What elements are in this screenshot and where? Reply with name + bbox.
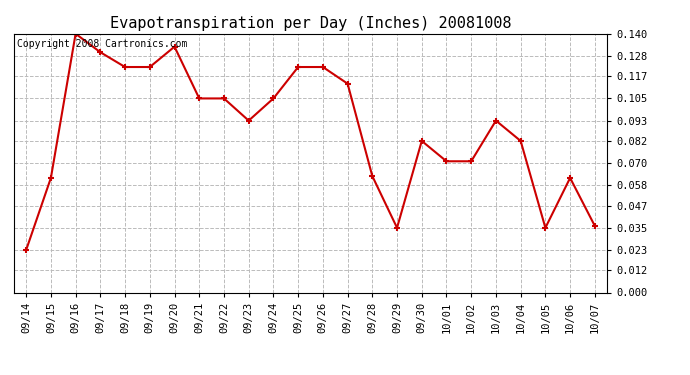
Title: Evapotranspiration per Day (Inches) 20081008: Evapotranspiration per Day (Inches) 2008…	[110, 16, 511, 31]
Text: Copyright 2008 Cartronics.com: Copyright 2008 Cartronics.com	[17, 39, 187, 49]
